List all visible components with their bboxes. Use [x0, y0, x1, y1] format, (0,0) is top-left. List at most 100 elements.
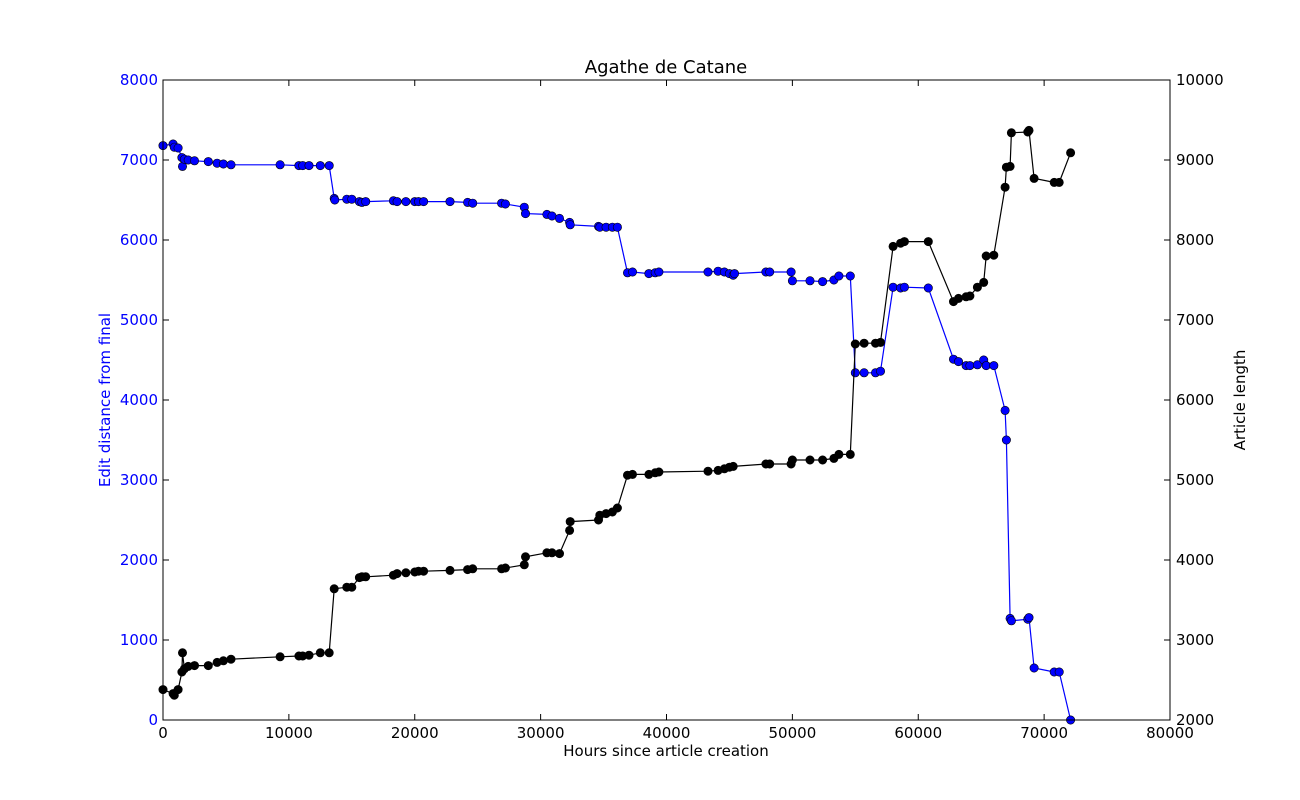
article-length-point [1029, 173, 1039, 183]
article-length-line [162, 128, 1072, 697]
edit-distance-point [888, 282, 898, 292]
x-axis-ticks: 0 10000 20000 30000 40000 50000 60000 70000 8000… [158, 80, 1194, 742]
right-tick-label: 10000 [1176, 71, 1224, 89]
edit-distance-point [304, 161, 314, 171]
article-length-point [500, 563, 510, 573]
x-tick-label: 30000 [517, 724, 565, 742]
edit-distance-point [703, 267, 713, 277]
x-tick-label: 80000 [1146, 724, 1194, 742]
edit-distance-point [965, 361, 975, 371]
right-tick-label: 3000 [1176, 631, 1214, 649]
article-length-point [899, 237, 909, 247]
article-length-point [1006, 128, 1016, 138]
article-length-point [1066, 148, 1076, 158]
edit-distance-point [218, 159, 228, 169]
edit-distance-point [392, 197, 402, 207]
article-length-point [203, 661, 213, 671]
article-length-point [419, 566, 429, 576]
right-tick-label: 4000 [1176, 551, 1214, 569]
edit-distance-point [972, 360, 982, 370]
edit-distance-point [729, 269, 739, 279]
edit-distance-point [654, 267, 664, 277]
edit-distance-point [1001, 435, 1011, 445]
edit-distance-point [554, 213, 564, 223]
left-tick-label: 7000 [120, 151, 158, 169]
article-length-point [565, 525, 575, 535]
article-length-point [728, 461, 738, 471]
article-length-point [953, 293, 963, 303]
article-length-point [1000, 182, 1010, 192]
edit-distance-point [787, 276, 797, 286]
left-tick-label: 5000 [120, 311, 158, 329]
edit-distance-point [612, 222, 622, 232]
article-length-point [190, 661, 200, 671]
article-length-point [989, 250, 999, 260]
edit-distance-point [1024, 613, 1034, 623]
left-tick-label: 8000 [120, 71, 158, 89]
left-tick-label: 2000 [120, 551, 158, 569]
right-tick-label: 6000 [1176, 391, 1214, 409]
x-tick-label: 50000 [769, 724, 817, 742]
article-length-point [765, 459, 775, 469]
article-length-point [981, 251, 991, 261]
edit-distance-point [275, 160, 285, 170]
right-tick-label: 5000 [1176, 471, 1214, 489]
article-length-point [565, 517, 575, 527]
edit-distance-point [845, 271, 855, 281]
edit-distance-point [1054, 667, 1064, 677]
edit-distance-point [1029, 663, 1039, 673]
edit-distance-point [1006, 616, 1016, 626]
edit-distance-point [899, 282, 909, 292]
edit-distance-point [190, 156, 200, 166]
article-length-point [519, 560, 529, 570]
article-length-point [401, 568, 411, 578]
article-length-point [1054, 177, 1064, 187]
article-length-point [805, 455, 815, 465]
left-tick-label: 4000 [120, 391, 158, 409]
edit-distance-point [500, 199, 510, 209]
x-tick-label: 10000 [265, 724, 313, 742]
right-tick-label: 9000 [1176, 151, 1214, 169]
edit-distance-point [203, 157, 213, 167]
edit-distance-point [627, 267, 637, 277]
edit-distance-point [805, 276, 815, 286]
right-tick-label: 8000 [1176, 231, 1214, 249]
chart-title: Agathe de Catane [585, 57, 747, 78]
article-length-point [1005, 161, 1015, 171]
edit-distance-point [347, 194, 357, 204]
article-length-point [972, 282, 982, 292]
article-length-point [888, 241, 898, 251]
edit-distance-point [786, 267, 796, 277]
article-length-point [850, 339, 860, 349]
edit-distance-point [173, 143, 183, 153]
edit-distance-point [445, 197, 455, 207]
article-length-point [445, 565, 455, 575]
left-tick-label: 0 [148, 711, 158, 729]
article-length-point [965, 291, 975, 301]
right-axis-ticks: 2000 3000 4000 5000 6000 7000 8000 9000 10000 [1164, 71, 1224, 729]
right-tick-label: 7000 [1176, 311, 1214, 329]
article-length-point [324, 648, 334, 658]
article-length-point [468, 564, 478, 574]
edit-distance-point [315, 161, 325, 171]
edit-distance-point [361, 197, 371, 207]
article-length-point [392, 569, 402, 579]
edit-distance-point [330, 195, 340, 205]
series-edit-distance [158, 139, 1076, 725]
edit-distance-point [468, 198, 478, 208]
edit-distance-point [765, 267, 775, 277]
article-length-point [859, 338, 869, 348]
edit-distance-point [324, 161, 334, 171]
left-tick-label: 3000 [120, 471, 158, 489]
article-length-point [654, 467, 664, 477]
right-axis-label: Article length [1231, 350, 1249, 451]
article-length-point [818, 455, 828, 465]
article-length-point [178, 648, 188, 658]
plot-frame [162, 79, 1171, 721]
edit-distance-point [953, 357, 963, 367]
edit-distance-point [834, 271, 844, 281]
article-length-point [218, 656, 228, 666]
x-tick-label: 60000 [894, 724, 942, 742]
article-length-point [554, 549, 564, 559]
